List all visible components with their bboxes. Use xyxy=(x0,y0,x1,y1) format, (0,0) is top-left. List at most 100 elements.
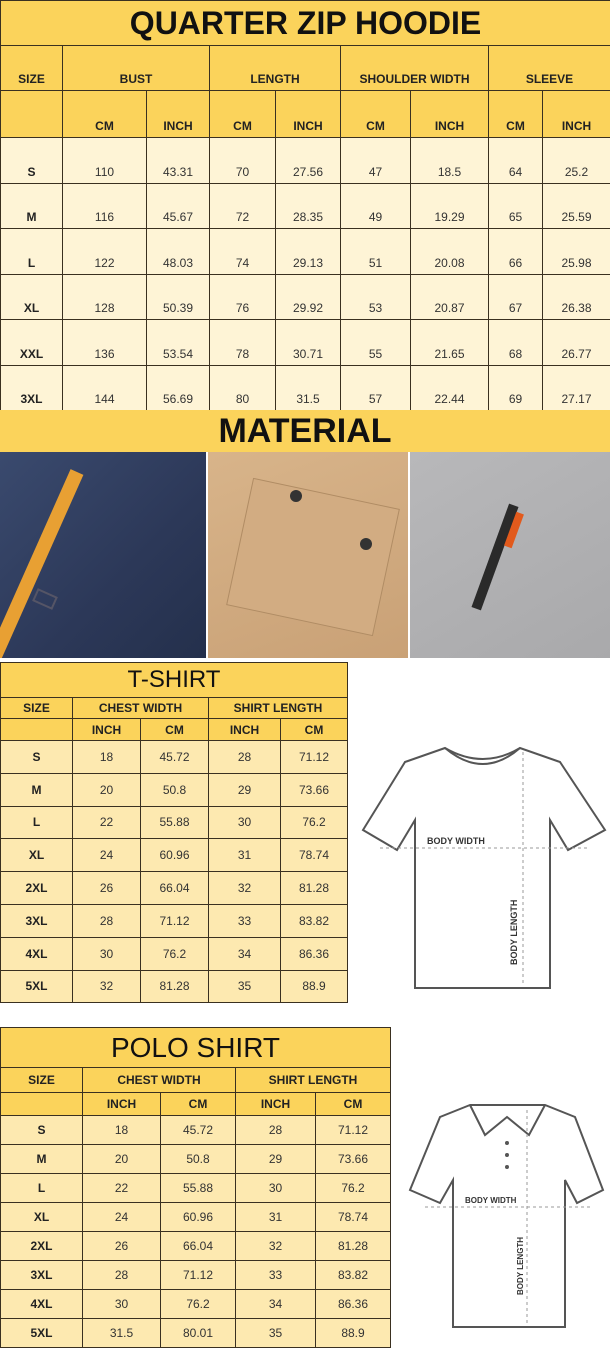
table-row: M 20 50.8 29 73.66 xyxy=(0,1144,392,1174)
size-cell: 3XL xyxy=(0,903,73,938)
table-title: T-SHIRT xyxy=(0,662,348,698)
value-cell: 88.9 xyxy=(314,1318,392,1348)
table-row: 3XL 28 71.12 33 83.82 xyxy=(0,1260,392,1290)
value-cell: 26 xyxy=(82,1231,161,1261)
value-cell: 81.28 xyxy=(140,969,209,1004)
value-cell: 81.28 xyxy=(280,871,348,905)
value-cell: 73.66 xyxy=(314,1144,392,1174)
size-cell: S xyxy=(0,740,73,774)
size-cell: S xyxy=(0,1115,83,1145)
table-row: S 18 45.72 28 71.12 xyxy=(0,1115,392,1145)
table-row: XL 24 60.96 31 78.74 xyxy=(0,838,348,873)
value-cell: 18 xyxy=(82,1115,161,1145)
value-cell: 76.2 xyxy=(140,936,209,971)
value-cell: 57 xyxy=(340,364,411,411)
value-cell: 55 xyxy=(340,319,411,366)
zipper xyxy=(471,503,519,611)
value-cell: 30 xyxy=(208,805,281,840)
value-cell: 83.82 xyxy=(280,903,348,938)
value-cell: 35 xyxy=(235,1318,316,1348)
column-group-header: CHEST WIDTH xyxy=(72,697,209,719)
unit-header: CM xyxy=(140,718,209,741)
value-cell: 88.9 xyxy=(280,969,348,1004)
value-cell: 78 xyxy=(209,319,276,366)
value-cell: 28 xyxy=(82,1260,161,1290)
value-cell: 18 xyxy=(72,740,141,774)
table-row: 3XL 28 71.12 33 83.82 xyxy=(0,903,348,938)
value-cell: 32 xyxy=(72,969,141,1004)
navy-fabric-photo xyxy=(0,452,206,658)
value-cell: 86.36 xyxy=(314,1289,392,1319)
value-cell: 27.17 xyxy=(541,364,610,411)
column-group-header: SHOULDER WIDTH xyxy=(340,45,489,91)
value-cell: 19.29 xyxy=(410,182,489,229)
value-cell: 28 xyxy=(208,740,281,774)
value-cell: 29 xyxy=(235,1144,316,1174)
size-header-blank xyxy=(0,90,63,138)
size-cell: 5XL xyxy=(0,1318,83,1348)
value-cell: 76.2 xyxy=(280,805,348,840)
column-group-header: LENGTH xyxy=(209,45,341,91)
table-row: 2XL 26 66.04 32 81.28 xyxy=(0,1231,392,1261)
unit-header: INCH xyxy=(541,90,610,138)
value-cell: 45.67 xyxy=(146,182,210,229)
value-cell: 66.04 xyxy=(140,871,209,905)
value-cell: 20 xyxy=(82,1144,161,1174)
value-cell: 35 xyxy=(208,969,281,1004)
value-cell: 30 xyxy=(235,1173,316,1203)
value-cell: 78.74 xyxy=(280,838,348,873)
value-cell: 122 xyxy=(62,228,147,275)
size-header: SIZE xyxy=(0,697,73,719)
unit-header: INCH xyxy=(82,1092,161,1116)
value-cell: 20.87 xyxy=(410,273,489,320)
flap-pocket xyxy=(226,477,400,637)
unit-header: INCH xyxy=(72,718,141,741)
hoodie-size-table: QUARTER ZIP HOODIE SIZE BUST LENGTH SHOULDER… xyxy=(0,0,610,411)
table-row: S 18 45.72 28 71.12 xyxy=(0,740,348,774)
table-title: POLO SHIRT xyxy=(0,1027,392,1068)
size-cell: S xyxy=(0,137,63,184)
value-cell: 53.54 xyxy=(146,319,210,366)
snap-button xyxy=(290,490,302,502)
khaki-fabric-photo xyxy=(208,452,408,658)
value-cell: 29 xyxy=(208,772,281,807)
value-cell: 34 xyxy=(235,1289,316,1319)
value-cell: 56.69 xyxy=(146,364,210,411)
size-cell: L xyxy=(0,1173,83,1203)
column-group-header: SLEEVE xyxy=(487,45,610,91)
value-cell: 68 xyxy=(488,319,543,366)
table-row: 4XL 30 76.2 34 86.36 xyxy=(0,936,348,971)
table-title: QUARTER ZIP HOODIE xyxy=(0,0,610,46)
unit-header: INCH xyxy=(235,1092,316,1116)
value-cell: 33 xyxy=(235,1260,316,1290)
value-cell: 25.59 xyxy=(541,182,610,229)
size-cell: L xyxy=(0,805,73,840)
value-cell: 45.72 xyxy=(160,1115,236,1145)
value-cell: 55.88 xyxy=(140,805,209,840)
value-cell: 28.35 xyxy=(275,182,341,229)
value-cell: 60.96 xyxy=(160,1202,236,1232)
value-cell: 25.98 xyxy=(541,228,610,275)
value-cell: 30.71 xyxy=(275,319,341,366)
polo-diagram: BODY WIDTH BODY LENGTH xyxy=(408,1104,605,1328)
value-cell: 29.13 xyxy=(275,228,341,275)
size-cell: L xyxy=(0,228,63,275)
value-cell: 28 xyxy=(72,903,141,938)
unit-header: CM xyxy=(160,1092,236,1116)
size-cell: 4XL xyxy=(0,936,73,971)
unit-header: CM xyxy=(280,718,348,741)
value-cell: 83.82 xyxy=(314,1260,392,1290)
value-cell: 31.5 xyxy=(275,364,341,411)
size-cell: XL xyxy=(0,1202,83,1232)
size-cell: 3XL xyxy=(0,1260,83,1290)
value-cell: 49 xyxy=(340,182,411,229)
value-cell: 80 xyxy=(209,364,276,411)
column-group-header: SHIRT LENGTH xyxy=(208,697,348,719)
body-width-label: BODY WIDTH xyxy=(427,836,485,846)
value-cell: 45.72 xyxy=(140,740,209,774)
value-cell: 64 xyxy=(488,137,543,184)
table-row: XL 24 60.96 31 78.74 xyxy=(0,1202,392,1232)
value-cell: 26.38 xyxy=(541,273,610,320)
table-row: 5XL 31.5 80.01 35 88.9 xyxy=(0,1318,392,1348)
value-cell: 47 xyxy=(340,137,411,184)
